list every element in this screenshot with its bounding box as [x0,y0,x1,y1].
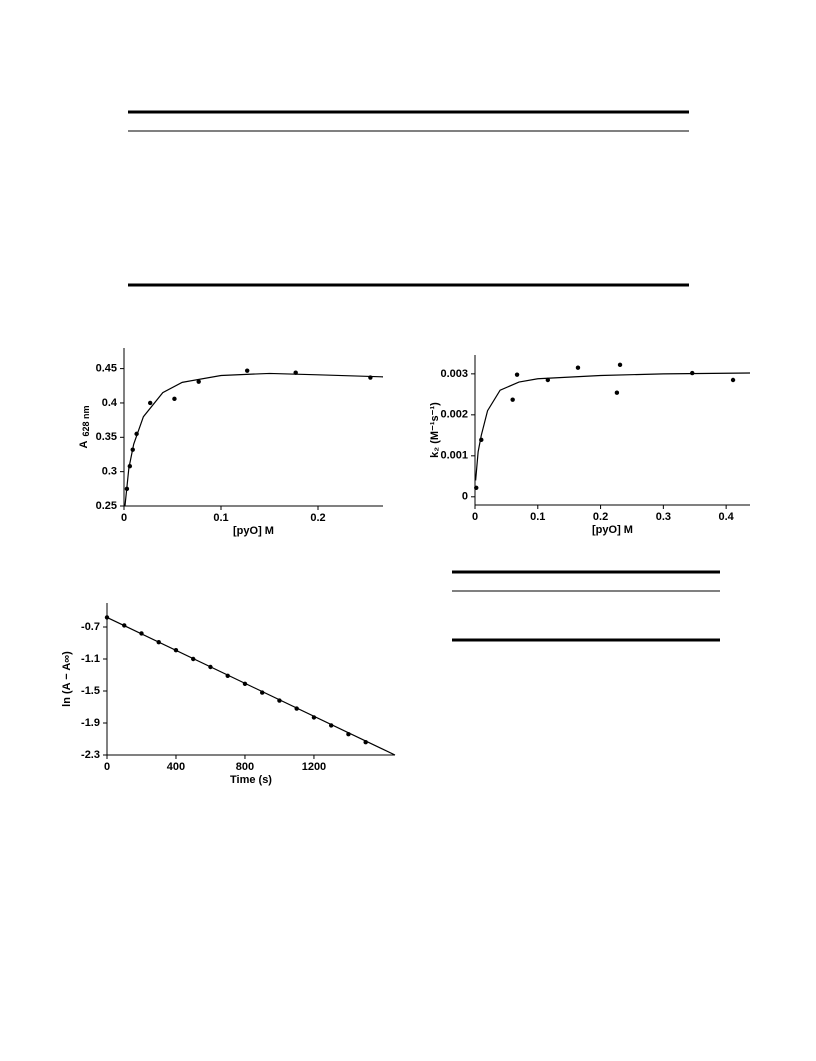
chart: 0 400 800 1200 -0.7 -1.1 -1.5 -1.9 -2.3 Time (s) l… [61,603,396,786]
y-axis-label-main: ln (A − A∞) [61,651,73,707]
y-tick-label: 0.001 [440,450,468,462]
x-tick-label: 1200 [302,761,326,773]
y-axis-label: k₂ (M⁻¹s⁻¹) [429,402,441,458]
y-tick-label: 0.25 [96,500,117,512]
x-tick-label: 0 [121,512,127,524]
x-tick-label: 0 [472,511,478,523]
data-point [510,397,515,402]
y-axis-label-main: k₂ (M⁻¹s⁻¹) [429,402,441,458]
x-axis-label: [pyO] M [233,525,274,537]
x-tick-label: 0.3 [656,511,671,523]
y-tick-label: 0.3 [102,466,117,478]
fit-line [124,372,384,507]
y-tick-label: 0.003 [440,368,468,380]
fit-line [106,616,396,756]
y-tick-label: 0.45 [96,363,117,375]
y-tick-label: -1.1 [81,653,100,665]
y-axis-label-sub: 628 nm [81,406,91,437]
y-tick-label: 0 [462,491,468,503]
data-point [614,390,620,395]
y-tick-label: -1.5 [81,685,100,697]
y-tick-label: 0.4 [102,397,118,409]
data-point [575,365,581,370]
y-tick-label: -0.7 [81,621,100,633]
data-point [172,396,177,402]
data-point [244,368,250,373]
x-tick-label: 800 [236,761,254,773]
y-tick-label: -2.3 [81,749,100,761]
x-tick-label: 0.1 [530,511,545,523]
x-tick-label: 0.2 [310,512,325,524]
chart: 0 0.1 0.2 0.3 0.4 0 0.001 0.002 0.003 [pyO] M k₂ (… [429,355,751,536]
data-point [147,400,153,406]
x-tick-label: 0.1 [213,512,228,524]
x-tick-label: 0.2 [593,511,608,523]
chart: 0 0.1 0.2 0.25 0.3 0.35 0.4 0.45 [pyO] M A 628 nm [78,348,384,537]
x-tick-label: 400 [167,761,185,773]
x-tick-label: 0 [104,761,110,773]
y-tick-label: -1.9 [81,717,100,729]
data-point [730,377,736,383]
fit-line [475,372,751,481]
y-axis-label: ln (A − A∞) [61,651,73,707]
y-axis-label-main: A [78,440,90,448]
x-axis-label: [pyO] M [592,524,633,536]
x-axis-label: Time (s) [230,774,272,786]
data-point [196,379,201,384]
data-point [514,372,520,377]
data-point [617,362,623,368]
y-tick-label: 0.002 [440,409,468,421]
y-axis-label: A 628 nm [78,406,91,449]
y-tick-label: 0.35 [96,431,117,443]
x-tick-label: 0.4 [718,511,734,523]
data-point [474,485,479,490]
